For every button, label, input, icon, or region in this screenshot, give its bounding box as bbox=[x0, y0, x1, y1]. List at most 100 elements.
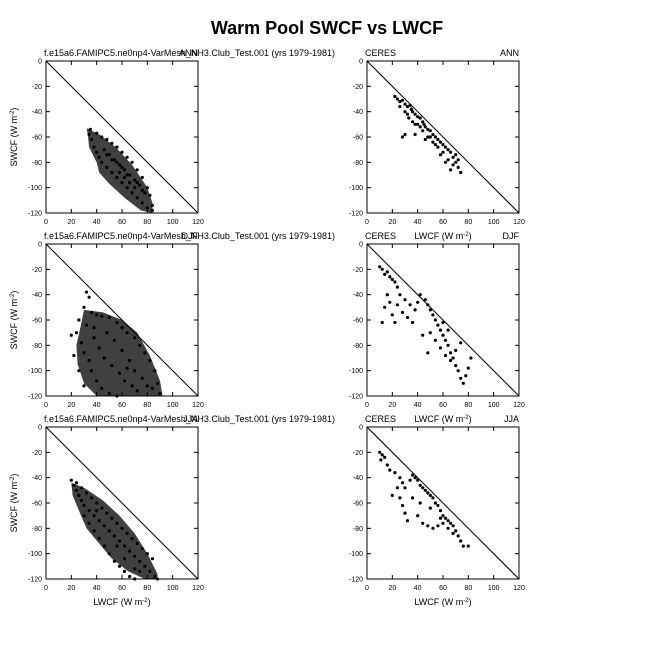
data-point bbox=[403, 298, 407, 302]
data-point bbox=[92, 529, 96, 533]
data-point bbox=[150, 386, 154, 390]
data-point bbox=[449, 521, 453, 525]
data-point bbox=[416, 300, 420, 304]
data-point bbox=[117, 371, 122, 375]
x-tick-label: 120 bbox=[513, 402, 525, 409]
data-point bbox=[418, 293, 422, 297]
data-point bbox=[105, 165, 109, 169]
data-point bbox=[130, 384, 134, 388]
y-tick-label: -40 bbox=[353, 475, 363, 482]
data-point bbox=[400, 310, 405, 314]
panel-center-label: LWCF (W m-2) bbox=[414, 414, 471, 424]
x-tick-label: 0 bbox=[44, 402, 48, 409]
x-tick-label: 60 bbox=[439, 585, 447, 592]
data-point bbox=[451, 356, 455, 360]
x-tick-label: 20 bbox=[388, 585, 396, 592]
data-point bbox=[117, 163, 122, 167]
data-point bbox=[120, 526, 124, 530]
data-point bbox=[115, 544, 119, 548]
data-point bbox=[418, 116, 422, 120]
data-point bbox=[403, 102, 407, 106]
y-tick-label: -120 bbox=[28, 577, 42, 584]
y-tick-label: -20 bbox=[353, 84, 363, 91]
data-point bbox=[125, 366, 129, 370]
data-point bbox=[138, 343, 142, 347]
point-cloud-region bbox=[71, 482, 158, 579]
data-point bbox=[148, 358, 152, 363]
data-point bbox=[388, 275, 392, 279]
data-point bbox=[385, 270, 389, 274]
y-tick-label: 0 bbox=[38, 425, 42, 432]
data-point bbox=[449, 358, 453, 363]
data-point bbox=[87, 358, 91, 363]
x-tick-label: 0 bbox=[44, 219, 48, 226]
data-point bbox=[398, 105, 402, 109]
scatter-panel-5: f.e15a6.FAMIPC5.ne0np4-VarMesh_NH3.Club_… bbox=[9, 414, 335, 607]
data-point bbox=[395, 303, 399, 307]
data-point bbox=[74, 488, 78, 492]
data-point bbox=[431, 313, 435, 317]
data-point bbox=[413, 132, 417, 137]
data-point bbox=[428, 493, 432, 497]
reference-line bbox=[366, 243, 520, 397]
data-point bbox=[446, 519, 450, 523]
data-point bbox=[443, 516, 448, 520]
data-point bbox=[115, 521, 119, 525]
data-point bbox=[87, 132, 91, 137]
data-point bbox=[456, 165, 460, 169]
data-point bbox=[449, 351, 453, 355]
data-point bbox=[112, 338, 116, 342]
panel-right-label: ANN bbox=[500, 48, 519, 58]
x-tick-label: 120 bbox=[192, 585, 204, 592]
data-point bbox=[421, 333, 425, 337]
y-tick-label: -120 bbox=[28, 211, 42, 218]
y-tick-label: -60 bbox=[32, 318, 42, 325]
data-point bbox=[454, 348, 458, 352]
x-tick-label: 120 bbox=[192, 402, 204, 409]
data-point bbox=[92, 326, 96, 330]
x-tick-label: 20 bbox=[67, 585, 75, 592]
x-tick-label: 40 bbox=[414, 402, 422, 409]
data-point bbox=[443, 353, 448, 358]
x-tick-label: 40 bbox=[93, 585, 101, 592]
y-tick-label: -80 bbox=[353, 526, 363, 533]
y-axis-label: SWCF (W m-2) bbox=[9, 291, 19, 350]
point-cloud-region bbox=[86, 128, 153, 213]
data-point bbox=[443, 338, 448, 342]
data-point bbox=[423, 125, 427, 129]
data-point bbox=[84, 290, 89, 294]
data-point bbox=[82, 503, 86, 508]
data-point bbox=[125, 186, 129, 190]
data-point bbox=[395, 285, 399, 289]
data-point bbox=[90, 137, 94, 142]
data-point bbox=[451, 163, 455, 167]
data-point bbox=[422, 122, 426, 126]
data-point bbox=[403, 110, 407, 114]
scatter-panel-4: CERES DJF LWCF (W m-2) 0 20 40 60 80 100 120 0 -20 -… bbox=[349, 231, 525, 409]
data-point bbox=[97, 536, 101, 541]
data-point bbox=[153, 574, 157, 579]
data-point bbox=[411, 320, 415, 325]
scatter-panel-1: f.e15a6.FAMIPC5.ne0np4-VarMesh_NH3.Club_… bbox=[9, 48, 335, 226]
data-point bbox=[421, 129, 425, 133]
data-point bbox=[441, 514, 445, 518]
x-axis-label: LWCF (W m-2) bbox=[414, 597, 471, 607]
data-point bbox=[454, 160, 458, 164]
data-point bbox=[459, 376, 463, 380]
y-tick-label: -100 bbox=[349, 368, 363, 375]
data-point bbox=[405, 315, 410, 320]
data-point bbox=[411, 120, 415, 124]
data-point bbox=[112, 158, 116, 162]
x-tick-label: 20 bbox=[388, 402, 396, 409]
data-point bbox=[72, 353, 76, 358]
data-point bbox=[403, 486, 407, 490]
x-tick-label: 40 bbox=[93, 219, 101, 226]
x-tick-label: 80 bbox=[143, 585, 151, 592]
data-point bbox=[446, 158, 450, 162]
panel-left-label: CERES bbox=[365, 48, 396, 58]
data-point bbox=[115, 160, 119, 164]
data-point bbox=[150, 208, 154, 213]
data-point bbox=[428, 506, 432, 510]
data-point bbox=[128, 358, 132, 363]
x-tick-label: 80 bbox=[143, 402, 151, 409]
